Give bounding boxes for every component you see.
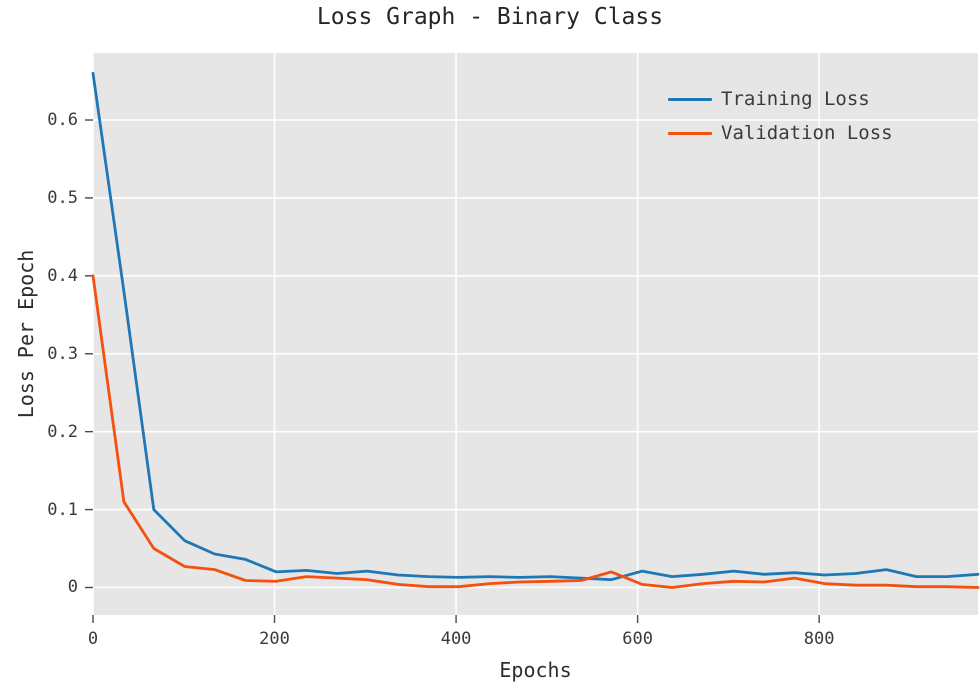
x-tick-label: 600	[622, 629, 653, 649]
y-tick-label: 0.3	[47, 343, 78, 364]
y-tick-label: 0	[67, 577, 78, 598]
x-tick-label: 400	[440, 629, 472, 649]
legend-item: Validation Loss	[668, 119, 893, 147]
x-axis-label: Epochs	[499, 658, 572, 682]
x-tick-label: 200	[259, 629, 290, 649]
legend-item: Training Loss	[668, 85, 893, 113]
y-tick-label: 0.1	[47, 499, 78, 520]
y-tick-label: 0.6	[47, 110, 78, 130]
chart-title: Loss Graph - Binary Class	[316, 4, 664, 30]
y-tick-label: 0.4	[47, 265, 78, 286]
axes-background	[93, 53, 978, 615]
legend-label: Validation Loss	[721, 122, 893, 144]
y-tick-label: 0.2	[47, 421, 78, 442]
x-tick-label: 800	[803, 629, 835, 649]
series-line	[91, 274, 980, 589]
y-axis-label: Loss Per Epoch	[14, 249, 38, 419]
x-tick-label: 0	[87, 629, 99, 649]
y-tick-label: 0.5	[47, 187, 78, 208]
legend-line-sample	[668, 97, 712, 101]
legend-line-sample	[668, 131, 712, 135]
series-line	[91, 71, 980, 582]
legend: Training Loss Validation Loss	[668, 85, 893, 147]
legend-label: Training Loss	[721, 88, 870, 110]
